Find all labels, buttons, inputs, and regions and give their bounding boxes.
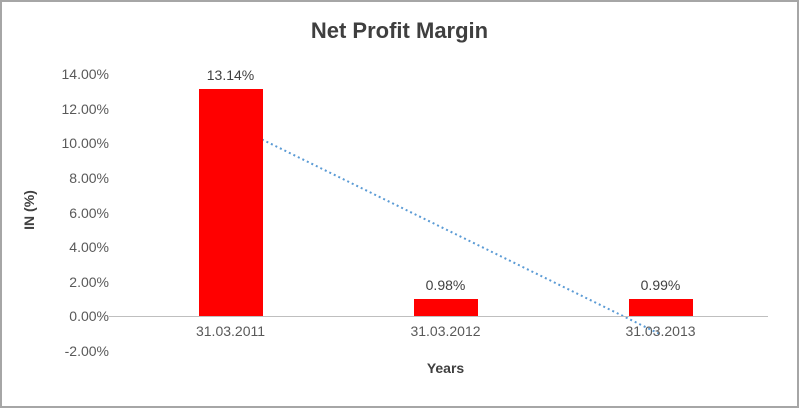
- y-tick-label: 4.00%: [69, 239, 109, 256]
- data-label: 0.98%: [425, 277, 466, 294]
- x-tick-label: 31.03.2012: [410, 323, 481, 340]
- bar-31.03.2013: [628, 299, 693, 317]
- bar-31.03.2012: [413, 299, 478, 317]
- y-tick-label: 14.00%: [61, 66, 109, 82]
- plot-area: 14.00% 12.00% 10.00% 8.00% 6.00% 4.00% 2.00% 0.…: [62, 66, 768, 359]
- x-axis-title: Years: [426, 360, 465, 376]
- x-tick-label: 31.03.2013: [625, 323, 696, 340]
- x-tick-label: 31.03.2011: [195, 323, 266, 340]
- y-tick-label: 2.00%: [69, 273, 109, 290]
- y-axis-title: IN (%): [21, 190, 37, 230]
- x-axis-line: [109, 316, 768, 318]
- y-tick-label: 10.00%: [61, 135, 109, 152]
- y-tick-label: -2.00%: [64, 343, 109, 359]
- y-tick-label: 8.00%: [69, 169, 109, 186]
- data-label: 13.14%: [206, 66, 255, 83]
- y-tick-label: 0.00%: [69, 308, 109, 325]
- chart-title: Net Profit Margin: [310, 18, 489, 43]
- bar-31.03.2011: [198, 88, 263, 317]
- y-tick-label: 6.00%: [69, 204, 109, 221]
- data-label: 0.99%: [640, 277, 681, 294]
- y-tick-label: 12.00%: [61, 100, 109, 117]
